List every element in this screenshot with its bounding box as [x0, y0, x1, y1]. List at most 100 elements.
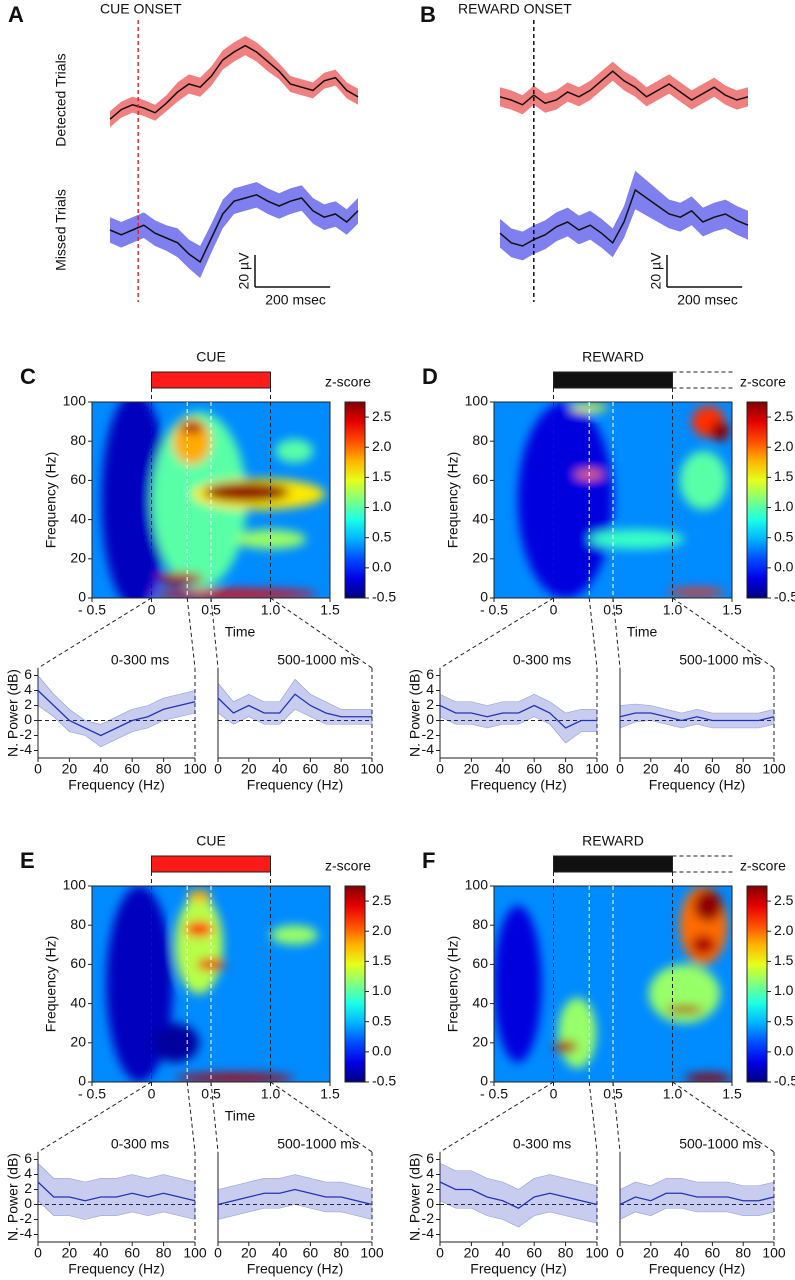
colorbar-tick-label: 0.0: [774, 559, 794, 575]
spectrum-band: [439, 693, 598, 744]
colorbar: [344, 885, 366, 1083]
x-tick-label: 100: [762, 1245, 786, 1261]
colorbar-tick-label: 0.5: [774, 1012, 794, 1028]
spectrum-line: [439, 1181, 598, 1210]
zoom-connector: [588, 1081, 598, 1153]
y-tick-label: 20: [472, 1034, 488, 1050]
colorbar-tick-label: 2.0: [774, 922, 794, 938]
y-tick-label: 0: [480, 1073, 488, 1089]
y-tick-label: 0: [426, 1195, 434, 1211]
heatmap-blob: [589, 529, 685, 549]
spectra-y-label: N. Power (dB): [407, 669, 423, 757]
x-tick-label: 100: [762, 761, 786, 777]
y-tick-label: -2: [20, 1210, 33, 1226]
colorbar-tick-label: 1.0: [372, 982, 392, 998]
x-tick-label: 100: [183, 1245, 207, 1261]
y-tick-label: 0: [426, 711, 434, 727]
x-tick-label: 80: [333, 1245, 349, 1261]
x-tick-label: 80: [735, 1245, 751, 1261]
mean-trace: [499, 188, 749, 247]
colorbar: [746, 401, 768, 599]
spectra-x-label: Frequency (Hz): [68, 1261, 164, 1277]
x-tick-label: 60: [705, 1245, 721, 1261]
x-tick-label: 100: [360, 761, 384, 777]
heatmap-blob: [691, 935, 716, 955]
spectrum-title: 500-1000 ms: [277, 652, 359, 668]
x-tick-label: 1.5: [722, 1086, 742, 1102]
y-tick-label: 2: [24, 1180, 32, 1196]
x-tick-label: 1.5: [320, 1086, 340, 1102]
spectrum-line: [619, 1192, 775, 1206]
y-tick-label: 20: [70, 1034, 86, 1050]
event-bar: [553, 855, 673, 873]
panel-letter: D: [422, 364, 438, 389]
colorbar: [344, 401, 366, 599]
spectra-x-label: Frequency (Hz): [68, 777, 164, 793]
x-tick-label: 80: [156, 1245, 172, 1261]
spectra-y-label: N. Power (dB): [407, 1153, 423, 1241]
y-tick-label: 6: [24, 1150, 32, 1166]
event-bar: [151, 371, 271, 389]
spectrum-line: [217, 693, 372, 718]
x-tick-label: 40: [93, 1245, 109, 1261]
heatmap-blob: [175, 895, 223, 994]
sem-band: [110, 182, 358, 278]
spectra-x-label: Frequency (Hz): [470, 1261, 566, 1277]
y-tick-label: 40: [70, 994, 86, 1010]
spectrum-line: [37, 1181, 196, 1202]
y-tick-label: 20: [70, 550, 86, 566]
spectrum-band: [37, 1162, 196, 1220]
event-label: CUE: [196, 349, 226, 365]
zoom-connector: [439, 597, 554, 669]
x-tick-label: 0: [34, 761, 42, 777]
colorbar-tick-label: 1.5: [372, 952, 392, 968]
spectrum-line: [439, 704, 597, 729]
y-tick-label: 40: [472, 510, 488, 526]
x-axis-label: Time: [225, 1108, 256, 1124]
y-tick-label: 100: [465, 877, 489, 893]
scale-label-y: 20 µV: [648, 252, 664, 290]
y-tick-label: 2: [24, 696, 32, 712]
y-tick-label: 6: [426, 1150, 434, 1166]
heatmap-blob: [156, 572, 204, 585]
heatmap-blob: [570, 403, 609, 412]
x-tick-label: 0: [436, 761, 444, 777]
colorbar-tick-label: 0.5: [372, 528, 392, 544]
colorbar-tick-label: 0.5: [774, 528, 794, 544]
x-tick-label: 0.5: [201, 1086, 221, 1102]
x-axis-label: Time: [225, 624, 256, 640]
scale-label-x: 200 msec: [677, 292, 738, 308]
colorbar-label: z-score: [740, 858, 786, 874]
colorbar-tick-label: 1.0: [774, 982, 794, 998]
trace-label: Missed Trials: [53, 189, 69, 271]
y-tick-label: 6: [426, 666, 434, 682]
spectrum-title: 0-300 ms: [111, 1136, 169, 1152]
panel-letter: E: [20, 848, 35, 873]
x-tick-label: 20: [62, 761, 78, 777]
x-tick-label: 40: [495, 761, 511, 777]
x-tick-label: 40: [272, 761, 288, 777]
zoom-connector: [186, 1081, 196, 1153]
zoom-connector: [439, 1081, 554, 1153]
colorbar: [746, 885, 768, 1083]
spectrum-line: [37, 690, 196, 737]
x-tick-label: 60: [526, 1245, 542, 1261]
x-tick-label: 20: [62, 1245, 78, 1261]
colorbar-tick-label: -0.5: [774, 589, 795, 605]
spectrum-band: [217, 1174, 373, 1220]
sem-band: [500, 61, 748, 115]
x-axis-label: Time: [627, 624, 658, 640]
y-tick-label: 4: [24, 681, 32, 697]
x-tick-label: - 0.5: [78, 602, 106, 618]
colorbar-label: z-score: [325, 858, 371, 874]
heatmap-blob: [151, 589, 319, 598]
x-tick-label: 40: [495, 1245, 511, 1261]
x-tick-label: 0: [148, 1086, 156, 1102]
x-tick-label: 80: [333, 761, 349, 777]
x-tick-label: 0: [616, 1245, 624, 1261]
spectra-x-label: Frequency (Hz): [470, 777, 566, 793]
x-tick-label: 1.0: [261, 602, 281, 618]
heatmap-blob: [693, 889, 723, 922]
spectrum-title: 500-1000 ms: [679, 1136, 761, 1152]
